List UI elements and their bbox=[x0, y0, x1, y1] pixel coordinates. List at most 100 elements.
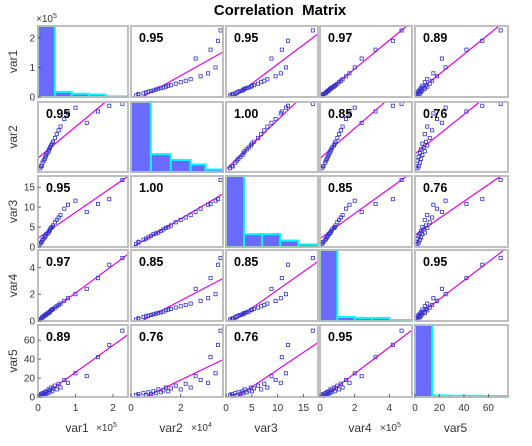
point-4-5-14 bbox=[420, 307, 425, 312]
point-2-5-20 bbox=[435, 117, 440, 122]
point-1-2-16 bbox=[173, 81, 178, 86]
point-5-1-18 bbox=[56, 381, 61, 386]
point-3-2-24 bbox=[208, 201, 213, 206]
point-3-2-20 bbox=[198, 206, 203, 211]
point-4-3-6 bbox=[236, 313, 241, 318]
x-tick-label-5-3: 40 bbox=[458, 403, 470, 414]
point-5-2-9 bbox=[153, 391, 158, 396]
point-3-4-24 bbox=[373, 201, 378, 206]
point-1-2-20 bbox=[198, 74, 203, 79]
point-3-5-26 bbox=[498, 177, 503, 182]
point-4-5-25 bbox=[480, 262, 485, 267]
point-4-2-18 bbox=[183, 302, 188, 307]
histogram-bar-2-1 bbox=[130, 101, 152, 173]
correlation-label-5-1: 0.89 bbox=[46, 330, 70, 344]
x-tick-label-5-2: 20 bbox=[434, 403, 446, 414]
correlation-label-3-1: 0.95 bbox=[46, 181, 70, 195]
point-2-3-20 bbox=[273, 117, 278, 122]
point-5-4-19 bbox=[340, 385, 345, 390]
point-3-5-16 bbox=[427, 220, 432, 225]
point-5-3-21 bbox=[278, 380, 283, 385]
point-5-2-22 bbox=[213, 371, 218, 376]
point-3-5-25 bbox=[480, 197, 485, 202]
point-5-3-10 bbox=[242, 387, 247, 392]
x-tick-label-1-3: 2 bbox=[110, 403, 116, 414]
point-2-1-21 bbox=[66, 111, 71, 116]
point-1-2-8 bbox=[151, 88, 156, 93]
point-2-5-15 bbox=[424, 139, 429, 144]
point-3-4-2 bbox=[320, 240, 325, 245]
point-2-3-15 bbox=[251, 139, 256, 144]
point-4-3-14 bbox=[249, 307, 254, 312]
point-1-2-10 bbox=[156, 86, 161, 91]
point-2-4-16 bbox=[335, 135, 340, 140]
point-4-2-23 bbox=[193, 286, 198, 291]
point-4-3-23 bbox=[269, 286, 274, 291]
y-tick-label-5-4: 60 bbox=[24, 336, 36, 347]
point-1-2-18 bbox=[183, 78, 188, 83]
point-4-2-20 bbox=[198, 298, 203, 303]
point-5-2-15 bbox=[168, 386, 173, 391]
histogram-bar-2-2 bbox=[149, 153, 172, 174]
point-5-2-21 bbox=[206, 380, 211, 385]
x-tick-label-5-1: 0 bbox=[412, 403, 418, 414]
point-2-4-17 bbox=[337, 132, 342, 137]
point-4-2-22 bbox=[213, 292, 218, 297]
point-4-3-24 bbox=[279, 276, 284, 281]
point-2-1-22 bbox=[73, 105, 78, 110]
y-axis-label-var5: var5 bbox=[6, 349, 20, 373]
x-tick-label-4-1: 0 bbox=[317, 403, 323, 414]
point-3-5-24 bbox=[464, 201, 469, 206]
correlation-label-5-3: 0.76 bbox=[234, 330, 258, 344]
point-3-5-22 bbox=[443, 198, 448, 203]
fit-line-4-5 bbox=[414, 249, 505, 319]
point-2-5-19 bbox=[425, 124, 430, 129]
point-1-3-11 bbox=[244, 86, 249, 91]
point-4-1-20 bbox=[62, 298, 67, 303]
point-2-5-18 bbox=[430, 128, 435, 133]
correlation-label-4-3: 0.85 bbox=[234, 255, 258, 269]
point-1-3-23 bbox=[269, 56, 274, 61]
point-1-3-10 bbox=[242, 86, 247, 91]
panel-frame-cell-2-2 bbox=[130, 101, 224, 173]
point-4-3-26 bbox=[310, 256, 315, 261]
point-4-5-23 bbox=[439, 286, 444, 291]
y-tick-label-5-3: 40 bbox=[24, 355, 36, 366]
point-5-3-25 bbox=[286, 342, 291, 347]
point-4-1-21 bbox=[66, 296, 71, 301]
point-5-3-20 bbox=[273, 377, 278, 382]
point-4-5-21 bbox=[431, 296, 436, 301]
point-4-3-10 bbox=[242, 310, 247, 315]
point-4-2-26 bbox=[218, 256, 223, 261]
point-2-5-22 bbox=[443, 105, 448, 110]
point-5-2-7 bbox=[148, 392, 153, 397]
point-4-2-8 bbox=[151, 312, 156, 317]
point-1-4-20 bbox=[344, 74, 349, 79]
point-1-2-7 bbox=[148, 89, 153, 94]
panel-frame-cell-1-4 bbox=[319, 25, 413, 98]
x-axis-label-var4: var4 bbox=[348, 421, 372, 435]
point-1-3-14 bbox=[249, 83, 254, 88]
correlation-label-4-5: 0.95 bbox=[423, 255, 447, 269]
y-tick-label-5-2: 20 bbox=[24, 374, 36, 385]
point-5-4-24 bbox=[373, 355, 378, 360]
y-axis-label-var2: var2 bbox=[6, 125, 20, 149]
point-4-2-11 bbox=[158, 310, 163, 315]
point-5-2-12 bbox=[161, 388, 166, 393]
point-1-4-23 bbox=[359, 56, 364, 61]
x-axis-multiplier-4: ×105 bbox=[380, 422, 401, 434]
point-2-5-12 bbox=[421, 145, 426, 150]
x-axis-label-var1: var1 bbox=[65, 421, 89, 435]
x-tick-label-3-1: 0 bbox=[223, 403, 229, 414]
point-1-3-22 bbox=[283, 65, 288, 70]
point-2-4-19 bbox=[340, 124, 345, 129]
point-5-3-23 bbox=[269, 374, 274, 379]
panel-frame-cell-3-4 bbox=[319, 175, 413, 248]
point-1-2-21 bbox=[206, 71, 211, 76]
point-3-2-16 bbox=[173, 220, 178, 225]
correlation-label-1-2: 0.95 bbox=[139, 31, 163, 45]
point-1-2-3 bbox=[136, 92, 141, 97]
point-1-4-21 bbox=[347, 71, 352, 76]
point-4-2-24 bbox=[208, 276, 213, 281]
